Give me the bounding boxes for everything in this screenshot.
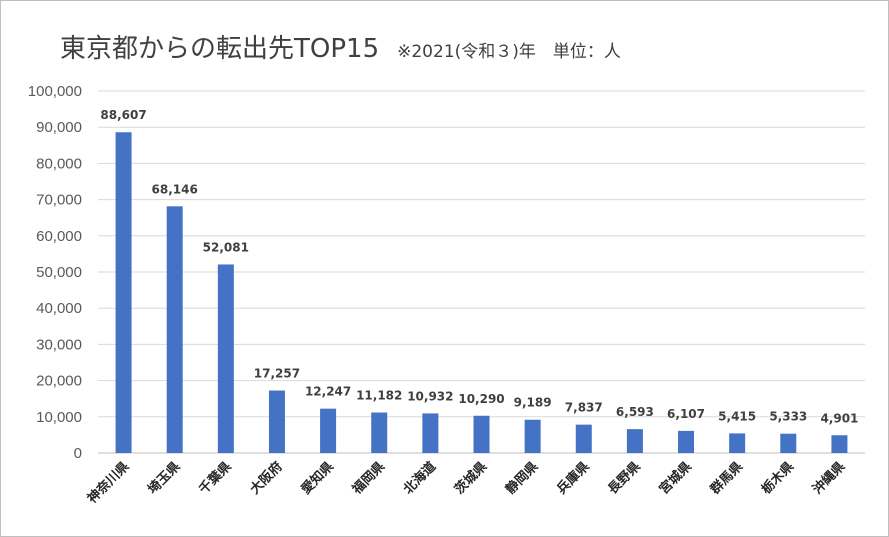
data-label: 68,146 [152, 182, 198, 196]
y-tick-label: 100,000 [28, 83, 82, 100]
y-tick-label: 50,000 [36, 264, 82, 281]
data-label: 5,333 [769, 410, 807, 424]
x-tick-label: 埼玉県 [145, 459, 184, 498]
data-label: 9,189 [514, 396, 552, 410]
x-tick-label: 宮城県 [656, 459, 695, 498]
bar [729, 433, 746, 453]
data-label: 7,837 [565, 401, 603, 415]
bar [780, 433, 797, 453]
data-label: 5,415 [718, 409, 756, 423]
y-tick-label: 20,000 [36, 373, 82, 390]
y-tick-label: 60,000 [36, 228, 82, 245]
bar [166, 206, 183, 453]
title-block: 東京都からの転出先TOP15 ※2021(令和３)年 単位：人 [60, 28, 621, 65]
bar [217, 264, 234, 453]
data-label: 12,247 [305, 385, 351, 399]
x-tick-label: 神奈川県 [84, 459, 132, 507]
y-tick-label: 70,000 [36, 192, 82, 209]
x-tick-label: 栃木県 [758, 459, 797, 498]
bar [678, 430, 695, 453]
y-tick-label: 10,000 [36, 409, 82, 426]
y-tick-label: 0 [74, 445, 82, 462]
bar [115, 132, 132, 453]
y-tick-label: 90,000 [36, 119, 82, 136]
data-label: 10,932 [407, 389, 453, 403]
x-tick-label: 沖縄県 [809, 459, 848, 498]
data-label: 52,081 [203, 240, 249, 254]
y-tick-label: 80,000 [36, 155, 82, 172]
data-label: 6,107 [667, 407, 705, 421]
bar [473, 415, 490, 453]
data-label: 6,593 [616, 405, 654, 419]
chart-subtitle: ※2021(令和３)年 単位：人 [397, 42, 621, 62]
data-label: 11,182 [356, 389, 402, 403]
x-tick-label: 千葉県 [196, 459, 235, 498]
x-tick-label: 兵庫県 [554, 459, 593, 498]
chart-title: 東京都からの転出先TOP15 [60, 34, 380, 64]
bar [831, 435, 848, 453]
x-tick-label: 愛知県 [298, 459, 337, 498]
x-tick-label: 長野県 [606, 459, 644, 497]
y-tick-label: 40,000 [36, 300, 82, 317]
x-tick-label: 福岡県 [348, 459, 388, 499]
x-tick-label: 大阪府 [247, 459, 286, 498]
data-label: 4,901 [820, 411, 858, 425]
bar [626, 429, 643, 453]
y-tick-label: 30,000 [36, 336, 82, 353]
bar [371, 412, 388, 453]
data-label: 88,607 [100, 108, 146, 122]
bar [268, 390, 285, 453]
x-tick-label: 北海道 [400, 459, 439, 498]
x-tick-label: 茨城県 [451, 459, 490, 498]
bar [524, 419, 541, 453]
x-tick-label: 静岡県 [503, 459, 542, 498]
x-tick-label: 群馬県 [707, 459, 746, 498]
data-label: 10,290 [458, 392, 504, 406]
bar [422, 413, 439, 453]
data-label: 17,257 [254, 367, 300, 381]
bar [575, 424, 592, 453]
bar [320, 408, 337, 453]
